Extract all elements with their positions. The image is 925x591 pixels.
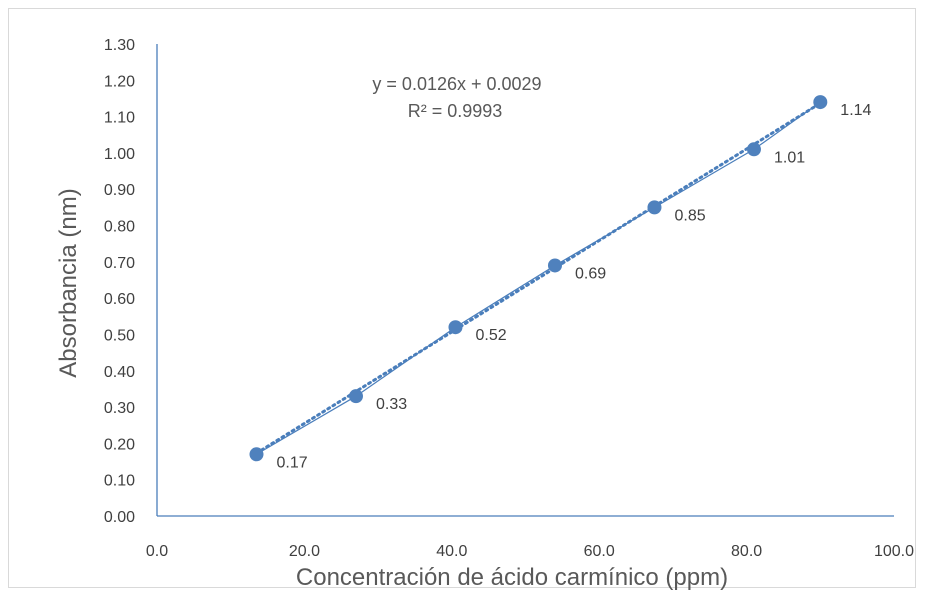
x-tick-label: 80.0	[731, 543, 762, 560]
data-point	[746, 142, 761, 157]
x-tick-label: 40.0	[436, 543, 467, 560]
data-points	[249, 95, 828, 462]
data-label: 0.17	[276, 454, 307, 471]
x-axis-title: Concentración de ácido carmínico (ppm)	[296, 564, 728, 591]
x-tick-label: 100.0	[874, 543, 914, 560]
y-tick-label: 0.10	[104, 473, 135, 490]
data-point	[249, 447, 264, 462]
data-point	[647, 200, 662, 215]
x-tick-label: 20.0	[289, 543, 320, 560]
data-point	[813, 95, 828, 110]
y-tick-label: 0.90	[104, 182, 135, 199]
y-tick-label: 1.00	[104, 146, 135, 163]
trendline-r-squared: R² = 0.9993	[408, 101, 503, 121]
y-tick-label: 0.50	[104, 327, 135, 344]
data-label: 1.14	[840, 102, 871, 119]
y-tick-label: 0.30	[104, 400, 135, 417]
y-tick-label: 0.20	[104, 436, 135, 453]
data-label: 0.33	[376, 396, 407, 413]
data-label: 0.69	[575, 265, 606, 282]
y-tick-label: 1.20	[104, 73, 135, 90]
data-label: 1.01	[774, 149, 805, 166]
y-axis-title: Absorbancia (nm)	[55, 188, 82, 377]
x-tick-label: 60.0	[584, 543, 615, 560]
data-label: 0.52	[475, 327, 506, 344]
y-axis-ticks: 0.00 0.10 0.20 0.30 0.40 0.50 0.60 0.70 0.80 0.90…	[104, 37, 135, 526]
y-tick-label: 1.30	[104, 37, 135, 54]
data-labels: 0.17 0.33 0.52 0.69 0.85 1.01 1.14	[276, 102, 871, 471]
trendline-equation: y = 0.0126x + 0.0029	[372, 74, 541, 94]
data-label: 0.85	[674, 207, 705, 224]
data-point	[348, 389, 363, 404]
trendline	[254, 101, 822, 455]
y-tick-label: 0.40	[104, 364, 135, 381]
chart-frame	[8, 8, 916, 588]
x-axis-ticks: 0.0 20.0 40.0 60.0 80.0 100.0	[146, 543, 914, 560]
y-tick-label: 0.80	[104, 219, 135, 236]
y-tick-label: 1.10	[104, 110, 135, 127]
y-tick-label: 0.60	[104, 291, 135, 308]
y-tick-label: 0.70	[104, 255, 135, 272]
data-point	[448, 320, 463, 335]
x-tick-label: 0.0	[146, 543, 168, 560]
y-tick-label: 0.00	[104, 509, 135, 526]
data-point	[547, 258, 562, 273]
